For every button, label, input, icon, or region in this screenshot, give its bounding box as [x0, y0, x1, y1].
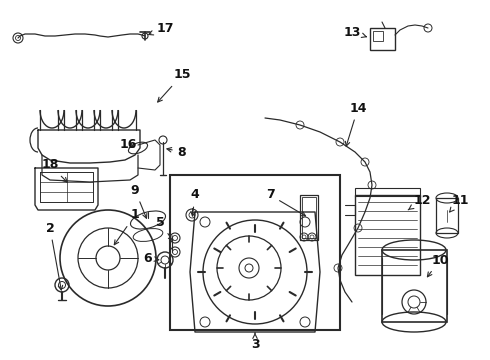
- Bar: [302, 197, 316, 238]
- Text: 5: 5: [156, 216, 173, 241]
- Bar: [355, 195, 420, 275]
- Text: 18: 18: [41, 158, 67, 182]
- Text: 12: 12: [408, 194, 431, 210]
- Text: 16: 16: [119, 139, 137, 152]
- Bar: [355, 188, 420, 196]
- Text: 6: 6: [144, 252, 159, 265]
- Bar: [370, 28, 395, 50]
- Bar: [170, 175, 340, 330]
- Bar: [436, 198, 458, 233]
- Text: 17: 17: [149, 22, 174, 35]
- Text: 8: 8: [167, 145, 186, 158]
- Text: 13: 13: [343, 26, 367, 39]
- Bar: [300, 195, 318, 240]
- Text: 2: 2: [46, 221, 63, 290]
- Bar: [382, 250, 447, 322]
- Bar: [373, 31, 383, 41]
- Text: 15: 15: [158, 68, 191, 102]
- Text: 9: 9: [131, 184, 147, 218]
- Text: 7: 7: [266, 189, 306, 216]
- Text: 11: 11: [450, 194, 469, 212]
- Text: 4: 4: [191, 189, 199, 216]
- Text: 10: 10: [427, 253, 449, 277]
- Text: 3: 3: [251, 333, 259, 351]
- Text: 14: 14: [345, 102, 367, 146]
- Text: 1: 1: [114, 208, 139, 245]
